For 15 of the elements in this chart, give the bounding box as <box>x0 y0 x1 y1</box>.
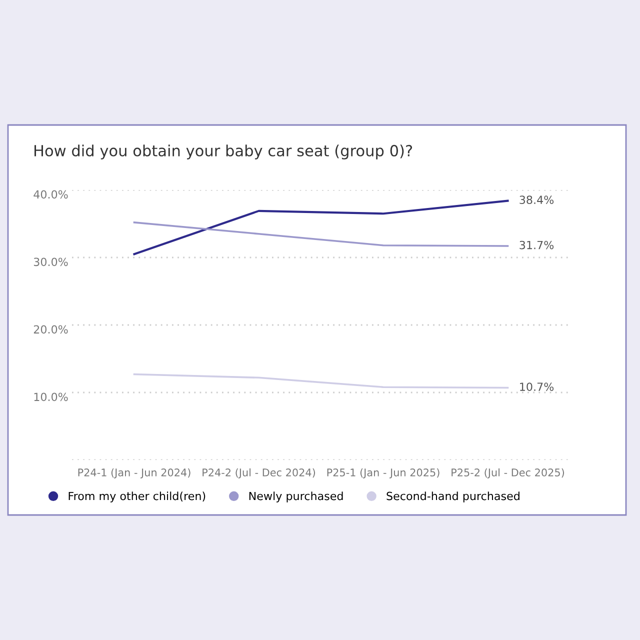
x-tick-label: P24-1 (Jan - Jun 2024) <box>78 468 190 478</box>
data-label: 31.7% <box>520 240 554 250</box>
legend-label: Newly purchased <box>249 492 343 502</box>
data-label: 38.4% <box>520 196 554 204</box>
y-tick-label: 40.0% <box>34 190 68 199</box>
legend-label: Second-hand purchased <box>386 492 520 502</box>
legend-label: From my other child(ren) <box>68 492 206 502</box>
chart-title: How did you obtain your baby car seat (group 0)? <box>34 144 412 160</box>
x-tick-label: P24-2 (Jul - Dec 2024) <box>202 468 315 478</box>
y-tick-label: 30.0% <box>34 258 68 266</box>
y-tick-label: 20.0% <box>34 325 68 334</box>
data-label: 10.7% <box>520 382 554 391</box>
y-tick-label: 10.0% <box>34 392 68 402</box>
x-tick-label: P25-2 (Jul - Dec 2025) <box>452 468 564 478</box>
x-tick-label: P25-1 (Jan - Jun 2025) <box>327 468 440 478</box>
